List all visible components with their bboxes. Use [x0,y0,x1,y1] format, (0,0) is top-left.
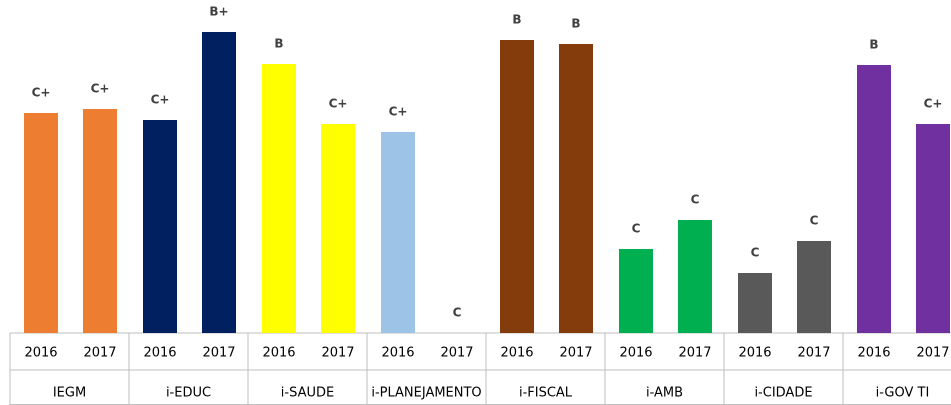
x-tick-label: 2016 [143,346,176,361]
value-label: C+ [32,86,51,100]
group-label: IEGM [53,386,86,401]
bar [262,64,296,333]
x-tick-label: 2016 [738,346,771,361]
x-tick-label: 2016 [619,346,652,361]
x-tick-label: 2016 [857,346,890,361]
bar [381,132,415,333]
value-label: B+ [209,5,228,19]
x-tick-label: 2016 [500,346,533,361]
x-tick-label: 2017 [321,346,354,361]
value-label: C [810,214,819,228]
x-tick-label: 2017 [797,346,830,361]
group-label: i-EDUC [166,386,211,401]
value-label: B [869,38,878,52]
x-tick-label: 2017 [440,346,473,361]
value-label: C [453,306,462,320]
value-label: B [512,13,521,27]
bar [916,124,950,333]
bar [143,120,177,333]
value-label: C [751,246,760,260]
value-label: C [632,222,641,236]
x-tick-label: 2017 [678,346,711,361]
bar [83,109,117,333]
bar [619,249,653,333]
value-label: C+ [91,82,110,96]
group-label: i-PLANEJAMENTO [371,386,481,401]
value-label: C+ [151,93,170,107]
bar [202,32,236,333]
group-label: i-GOV TI [876,386,930,401]
group-label: i-FISCAL [519,386,573,401]
x-tick-label: 2016 [381,346,414,361]
value-label: C+ [924,97,943,111]
x-tick-label: 2017 [559,346,592,361]
bar [797,241,831,333]
x-tick-label: 2016 [24,346,57,361]
value-label: B [571,17,580,31]
bar [857,65,891,333]
bar [500,40,534,333]
value-label: C+ [329,97,348,111]
bar [738,273,772,333]
group-label: i-SAUDE [281,386,334,401]
bar [559,44,593,333]
x-tick-label: 2017 [916,346,949,361]
group-label: i-CIDADE [754,386,812,401]
x-tick-label: 2017 [202,346,235,361]
value-label: C+ [389,105,408,119]
value-label: C [691,193,700,207]
bar [24,113,58,333]
value-label: B [274,37,283,51]
bar [678,220,712,333]
x-tick-label: 2016 [262,346,295,361]
bar [321,124,355,333]
group-label: i-AMB [646,386,683,401]
x-tick-label: 2017 [83,346,116,361]
